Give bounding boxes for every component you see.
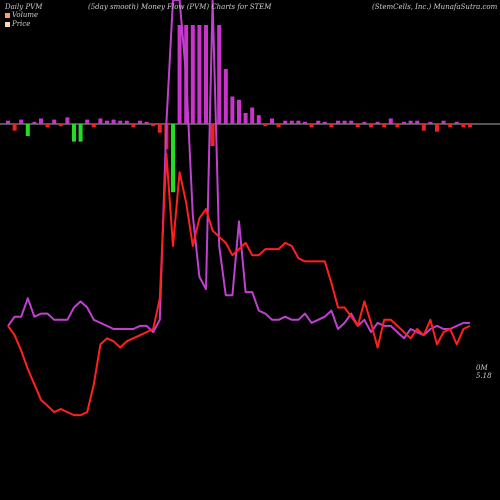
- volume-bar: [349, 120, 354, 124]
- chart-header-center: (5day smooth) Money Flow (PVM) Charts fo…: [88, 3, 272, 11]
- volume-bar: [461, 124, 466, 128]
- volume-bar: [217, 25, 222, 124]
- volume-bar: [138, 120, 142, 124]
- volume-bar: [369, 124, 373, 128]
- volume-bar: [19, 119, 24, 124]
- volume-bar: [85, 119, 90, 124]
- volume-bar: [316, 120, 321, 124]
- volume-bar: [408, 120, 413, 124]
- volume-bar: [243, 113, 248, 124]
- volume-bar: [190, 25, 195, 124]
- volume-bar: [329, 124, 334, 128]
- volume-bar: [270, 118, 274, 124]
- volume-bar: [263, 124, 268, 127]
- volume-bar: [118, 120, 123, 124]
- volume-bar: [32, 121, 37, 124]
- volume-bar: [157, 124, 162, 133]
- volume-bar: [131, 124, 136, 128]
- volume-bar: [124, 120, 129, 124]
- volume-bar: [98, 118, 103, 124]
- volume-bar: [230, 96, 235, 124]
- volume-bar: [435, 124, 439, 132]
- volume-bar: [441, 120, 446, 124]
- price-line: [7, 152, 471, 417]
- volume-bar: [402, 121, 406, 124]
- volume-bar: [177, 25, 182, 124]
- volume-bar: [454, 121, 459, 124]
- volume-bar: [25, 124, 30, 137]
- volume-bar: [283, 120, 288, 124]
- volume-bar: [39, 118, 43, 124]
- legend-volume: Volume: [5, 11, 38, 19]
- volume-bar: [395, 124, 400, 128]
- volume-bar: [355, 124, 360, 128]
- volume-bar: [151, 124, 156, 127]
- volume-bar: [78, 124, 83, 142]
- volume-bar: [289, 120, 294, 124]
- volume-bar: [375, 121, 380, 124]
- volume-bar: [111, 119, 116, 124]
- volume-bar: [6, 120, 10, 124]
- volume-bar: [468, 124, 472, 128]
- volume-bar: [105, 120, 109, 124]
- volume-bar: [362, 121, 367, 124]
- volume-bar: [256, 115, 261, 124]
- volume-bar: [421, 124, 426, 131]
- volume-bar: [309, 124, 314, 128]
- volume-bar: [382, 124, 387, 128]
- legend-price-label: Price: [12, 20, 31, 28]
- volume-bar: [428, 121, 433, 124]
- volume-bar: [342, 120, 347, 124]
- chart-header-right: (StemCells, Inc.) MunafaSutra.com: [372, 3, 498, 11]
- volume-bar: [12, 124, 17, 131]
- volume-bar: [91, 124, 96, 128]
- volume-bar: [58, 124, 63, 127]
- volume-bar: [336, 120, 340, 124]
- pvm-line: [7, 0, 470, 340]
- volume-bar: [388, 118, 393, 124]
- volume-bar: [296, 120, 301, 124]
- chart-header-left: Daily PVM: [5, 3, 43, 11]
- volume-bar: [237, 99, 241, 124]
- legend-price: Price: [5, 20, 30, 28]
- legend-volume-label: Volume: [12, 11, 39, 19]
- volume-bar: [415, 120, 420, 124]
- volume-bar: [72, 124, 76, 142]
- legend-price-swatch: [5, 21, 10, 27]
- volume-bar: [223, 69, 228, 124]
- volume-bar: [210, 124, 215, 146]
- volume-bar: [52, 119, 57, 124]
- volume-bar: [204, 25, 208, 124]
- volume-bar: [65, 117, 70, 124]
- volume-bar: [276, 124, 281, 128]
- volume-bar: [45, 124, 50, 128]
- volume-bar: [197, 25, 202, 124]
- legend-volume-swatch: [5, 12, 10, 18]
- volume-bar: [322, 121, 327, 124]
- last-value-price: 5.18: [476, 372, 492, 380]
- last-value-pvm: 0M: [476, 364, 488, 372]
- volume-bar: [144, 121, 149, 124]
- volume-bar: [171, 124, 175, 193]
- volume-bar: [448, 124, 453, 128]
- volume-bar: [303, 121, 307, 124]
- volume-bar: [250, 107, 255, 124]
